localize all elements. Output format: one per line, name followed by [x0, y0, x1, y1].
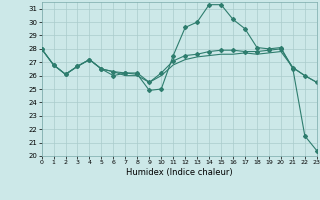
- X-axis label: Humidex (Indice chaleur): Humidex (Indice chaleur): [126, 168, 233, 177]
